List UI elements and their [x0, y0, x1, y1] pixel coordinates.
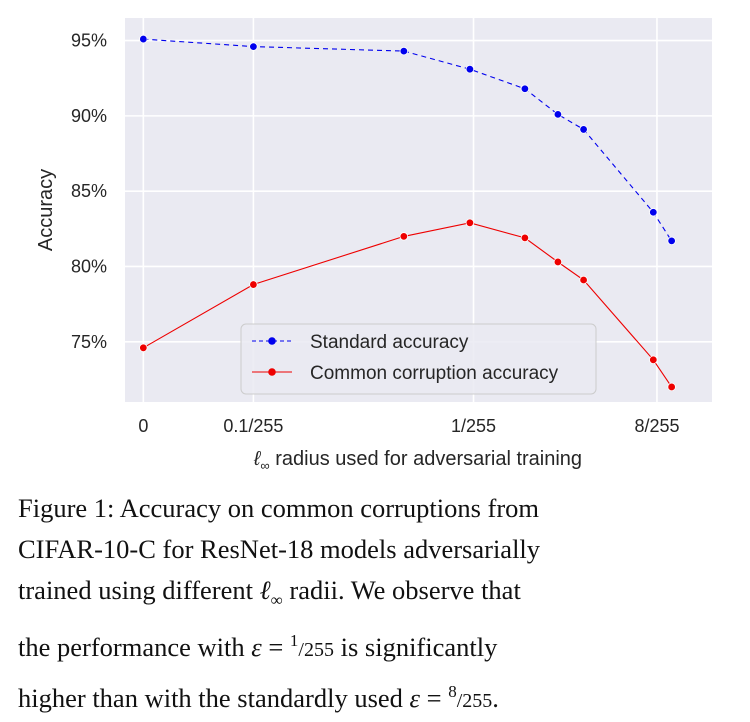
- caption-equals-2: =: [419, 682, 449, 713]
- y-tick-label: 75%: [71, 332, 107, 352]
- data-point-1-2: [399, 232, 409, 241]
- x-axis-title-ell: ℓ: [253, 448, 262, 470]
- x-tick-label: 1/255: [451, 416, 496, 436]
- x-tick-label: 8/255: [634, 416, 679, 436]
- data-point-0-2: [399, 46, 409, 56]
- data-point-0-5: [553, 110, 563, 119]
- accuracy-chart: 75% 80% 85% 90% 95% 0 0.1/255 1/255 8/255 Accur…: [35, 18, 712, 473]
- caption-denominator-2: /255: [456, 689, 493, 712]
- data-point-0-8: [667, 236, 676, 246]
- x-tick-labels: 0 0.1/255 1/255 8/255: [138, 416, 679, 436]
- legend-label-corruption: Common corruption accuracy: [310, 363, 559, 384]
- x-axis-title: ℓ∞ radius used for adversarial training: [253, 448, 582, 473]
- data-point-0-6: [579, 125, 588, 134]
- y-tick-label: 95%: [71, 31, 107, 51]
- caption-line-3-b: radii. We observe that: [282, 575, 521, 605]
- caption-numerator-2: 8: [448, 682, 457, 702]
- caption-line-4-b: is significantly: [333, 632, 498, 663]
- caption-line-1: Figure 1: Accuracy on common corruptions…: [18, 493, 540, 523]
- caption-line-5: higher than with the standardly used ε =…: [18, 671, 734, 722]
- y-tick-labels: 75% 80% 85% 90% 95%: [71, 31, 107, 352]
- figure-caption: Figure 1: Accuracy on common corruptions…: [18, 488, 734, 722]
- data-point-1-6: [579, 275, 588, 285]
- caption-line-2: CIFAR-10-C for ResNet-18 models adversar…: [18, 534, 541, 564]
- caption-epsilon-2: ε: [409, 682, 420, 713]
- data-point-1-3: [465, 218, 475, 227]
- legend-box: [240, 323, 597, 395]
- y-axis-title: Accuracy: [35, 169, 57, 251]
- x-tick-label: 0.1/255: [223, 416, 283, 436]
- data-point-0-4: [520, 84, 530, 93]
- caption-line-4-a: the performance with: [18, 632, 252, 663]
- caption-line-3: trained using different ℓ∞ radii. We obs…: [18, 570, 734, 620]
- data-point-0-1: [249, 42, 258, 51]
- caption-infinity-subscript: ∞: [270, 590, 283, 610]
- legend: Standard accuracy Common corruption accu…: [240, 323, 597, 395]
- y-tick-label: 85%: [71, 181, 107, 201]
- data-point-1-1: [249, 280, 258, 289]
- caption-numerator-1: 1: [289, 631, 299, 651]
- caption-denominator-1: /255: [298, 639, 334, 662]
- data-point-0-3: [465, 64, 475, 74]
- y-tick-label: 80%: [71, 256, 107, 276]
- series-layer: [139, 34, 676, 392]
- data-point-1-4: [520, 233, 530, 243]
- data-point-1-7: [649, 355, 658, 365]
- caption-line-5-a: higher than with the standardly used: [18, 682, 410, 713]
- x-axis-title-sub: ∞: [260, 458, 269, 473]
- data-point-1-8: [667, 382, 676, 392]
- data-point-0-7: [649, 208, 658, 217]
- caption-equals-1: =: [261, 632, 290, 663]
- data-point-1-0: [139, 343, 148, 352]
- caption-line-5-b: .: [492, 682, 499, 713]
- data-point-1-5: [553, 257, 563, 267]
- legend-marker-standard: [268, 337, 276, 345]
- caption-ell-symbol: ℓ: [259, 575, 271, 605]
- legend-marker-corruption: [268, 368, 276, 376]
- caption-epsilon-1: ε: [251, 632, 262, 663]
- legend-label-standard: Standard accuracy: [310, 332, 469, 353]
- caption-line-4: the performance with ε = 1/255 is signif…: [18, 620, 734, 671]
- data-point-0-0: [139, 34, 148, 44]
- caption-line-3-a: trained using different: [18, 575, 260, 605]
- x-axis-title-text: radius used for adversarial training: [270, 448, 582, 470]
- y-tick-label: 90%: [71, 106, 107, 126]
- x-tick-label: 0: [138, 416, 148, 436]
